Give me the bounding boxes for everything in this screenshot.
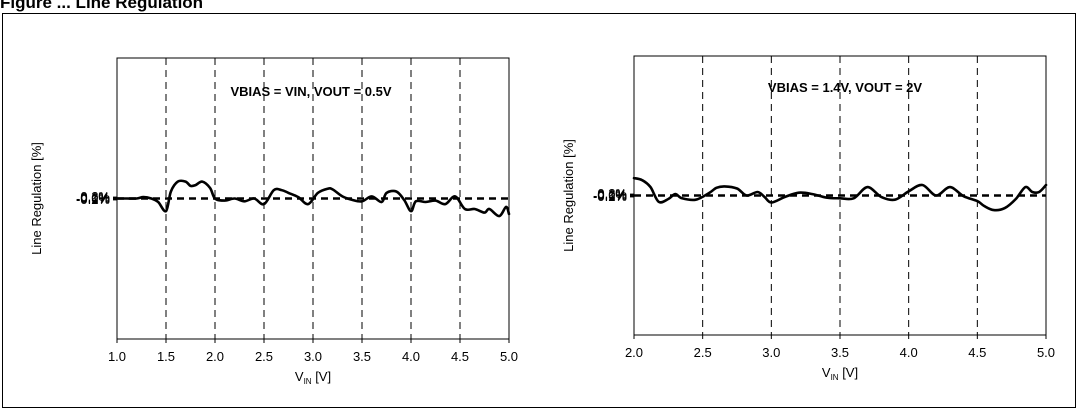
chart-panel-1: 1.0 1.5 2.0 2.5 3.0 3.5 4.0 4.5 5.0 0.2%0.1%0.0%-… bbox=[29, 57, 518, 386]
x-tick-label: 2.5 bbox=[694, 345, 712, 360]
x-tick-label: 3.0 bbox=[304, 349, 322, 364]
figure-title: Figure ... Line Regulation bbox=[0, 0, 204, 12]
y-tick-label: -0.2% bbox=[76, 192, 110, 207]
x-tick-label: 4.5 bbox=[968, 345, 986, 360]
x-axis-label: VIN [V] bbox=[822, 365, 858, 382]
x-tick-label: 5.0 bbox=[1037, 345, 1055, 360]
x-tick-label: 3.0 bbox=[762, 345, 780, 360]
y-tick-label: -0.1% bbox=[593, 188, 627, 203]
x-tick-label: 1.0 bbox=[108, 349, 126, 364]
x-axis-label: VIN [V] bbox=[295, 369, 331, 386]
x-tick-label: 1.5 bbox=[157, 349, 175, 364]
x-tick-label: 3.5 bbox=[831, 345, 849, 360]
plot-area-border bbox=[633, 55, 1047, 336]
x-tick-label: 4.5 bbox=[451, 349, 469, 364]
y-tick-label: 0.2% bbox=[597, 186, 627, 201]
x-tick-label: 3.5 bbox=[353, 349, 371, 364]
x-tick-label: 2.0 bbox=[206, 349, 224, 364]
figure-frame bbox=[2, 13, 1076, 408]
series-line-1 bbox=[632, 176, 1048, 212]
y-tick-label: 0.1% bbox=[80, 190, 110, 205]
y-tick-label: 0.0% bbox=[80, 191, 110, 206]
chart-annotation: VBIAS = 1.4V, VOUT = 2V bbox=[768, 80, 922, 95]
chart-annotation: VBIAS = VIN, VOUT = 0.5V bbox=[230, 84, 391, 99]
chart-panel-2: 2.0 2.5 3.0 3.5 4.0 4.5 5.0 0.2%0.1%0.0%-0.1%-0… bbox=[561, 55, 1055, 382]
y-tick-label: 0.1% bbox=[597, 187, 627, 202]
x-tick-label: 2.0 bbox=[625, 345, 643, 360]
y-tick-label: -0.2% bbox=[593, 189, 627, 204]
x-tick-label: 4.0 bbox=[402, 349, 420, 364]
y-tick-label: -0.1% bbox=[76, 191, 110, 206]
x-tick-label: 5.0 bbox=[500, 349, 518, 364]
y-tick-label: 0.2% bbox=[80, 189, 110, 204]
x-tick-label: 4.0 bbox=[900, 345, 918, 360]
y-axis-label: Line Regulation [%] bbox=[29, 142, 44, 255]
x-tick-label: 2.5 bbox=[255, 349, 273, 364]
series-line-1 bbox=[115, 179, 511, 218]
y-axis-label: Line Regulation [%] bbox=[561, 139, 576, 252]
y-tick-label: 0.0% bbox=[597, 188, 627, 203]
